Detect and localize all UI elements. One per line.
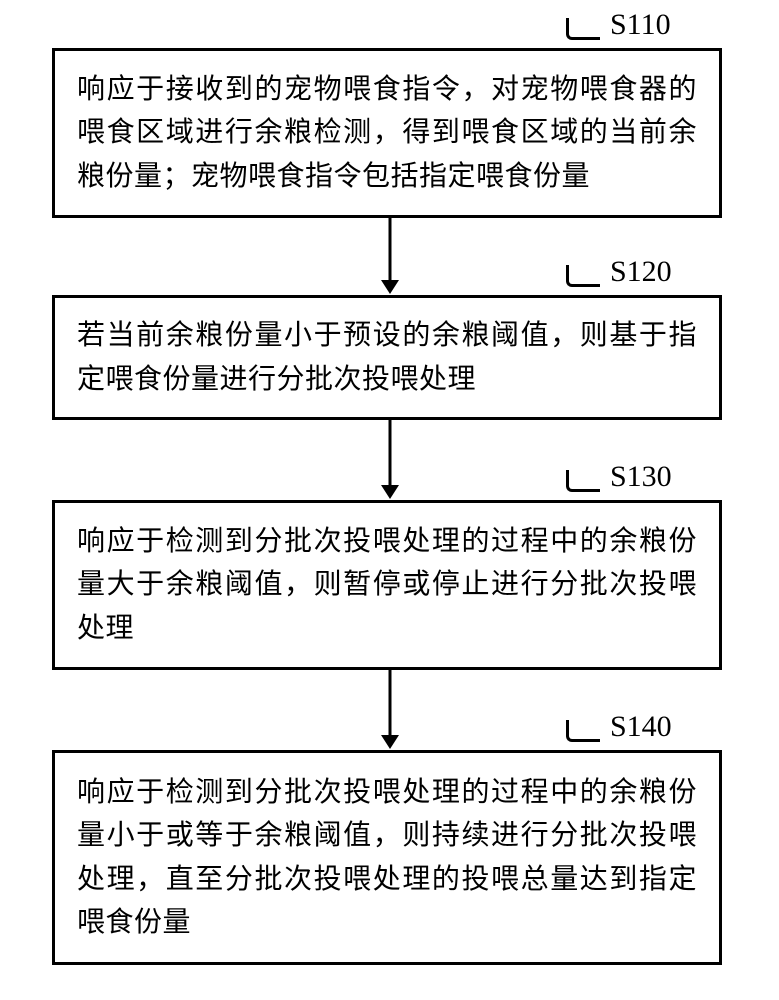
step-label-s140: S140	[610, 710, 672, 744]
flowchart-canvas: S110 响应于接收到的宠物喂食指令，对宠物喂食器的喂食区域进行余粮检测，得到喂…	[0, 0, 779, 1000]
step-tick-s110	[566, 18, 600, 40]
flowchart-node-s110: 响应于接收到的宠物喂食指令，对宠物喂食器的喂食区域进行余粮检测，得到喂食区域的当…	[52, 48, 722, 218]
step-tick-s120	[566, 265, 600, 287]
step-tick-s130	[566, 470, 600, 492]
edge-line	[388, 420, 391, 485]
edge-arrowhead	[381, 485, 399, 499]
node-text: 响应于检测到分批次投喂处理的过程中的余粮份量大于余粮阈值，则暂停或停止进行分批次…	[77, 520, 697, 650]
step-label-s130: S130	[610, 460, 672, 494]
step-label-s120: S120	[610, 255, 672, 289]
edge-arrowhead	[381, 280, 399, 294]
flowchart-node-s140: 响应于检测到分批次投喂处理的过程中的余粮份量小于或等于余粮阈值，则持续进行分批次…	[52, 750, 722, 965]
step-label-s110: S110	[610, 8, 671, 42]
node-text: 若当前余粮份量小于预设的余粮阈值，则基于指定喂食份量进行分批次投喂处理	[77, 314, 697, 401]
edge-arrowhead	[381, 735, 399, 749]
edge-line	[388, 218, 391, 280]
flowchart-node-s120: 若当前余粮份量小于预设的余粮阈值，则基于指定喂食份量进行分批次投喂处理	[52, 295, 722, 420]
node-text: 响应于检测到分批次投喂处理的过程中的余粮份量小于或等于余粮阈值，则持续进行分批次…	[77, 771, 697, 945]
edge-line	[388, 670, 391, 735]
step-tick-s140	[566, 720, 600, 742]
node-text: 响应于接收到的宠物喂食指令，对宠物喂食器的喂食区域进行余粮检测，得到喂食区域的当…	[77, 68, 697, 198]
flowchart-node-s130: 响应于检测到分批次投喂处理的过程中的余粮份量大于余粮阈值，则暂停或停止进行分批次…	[52, 500, 722, 670]
